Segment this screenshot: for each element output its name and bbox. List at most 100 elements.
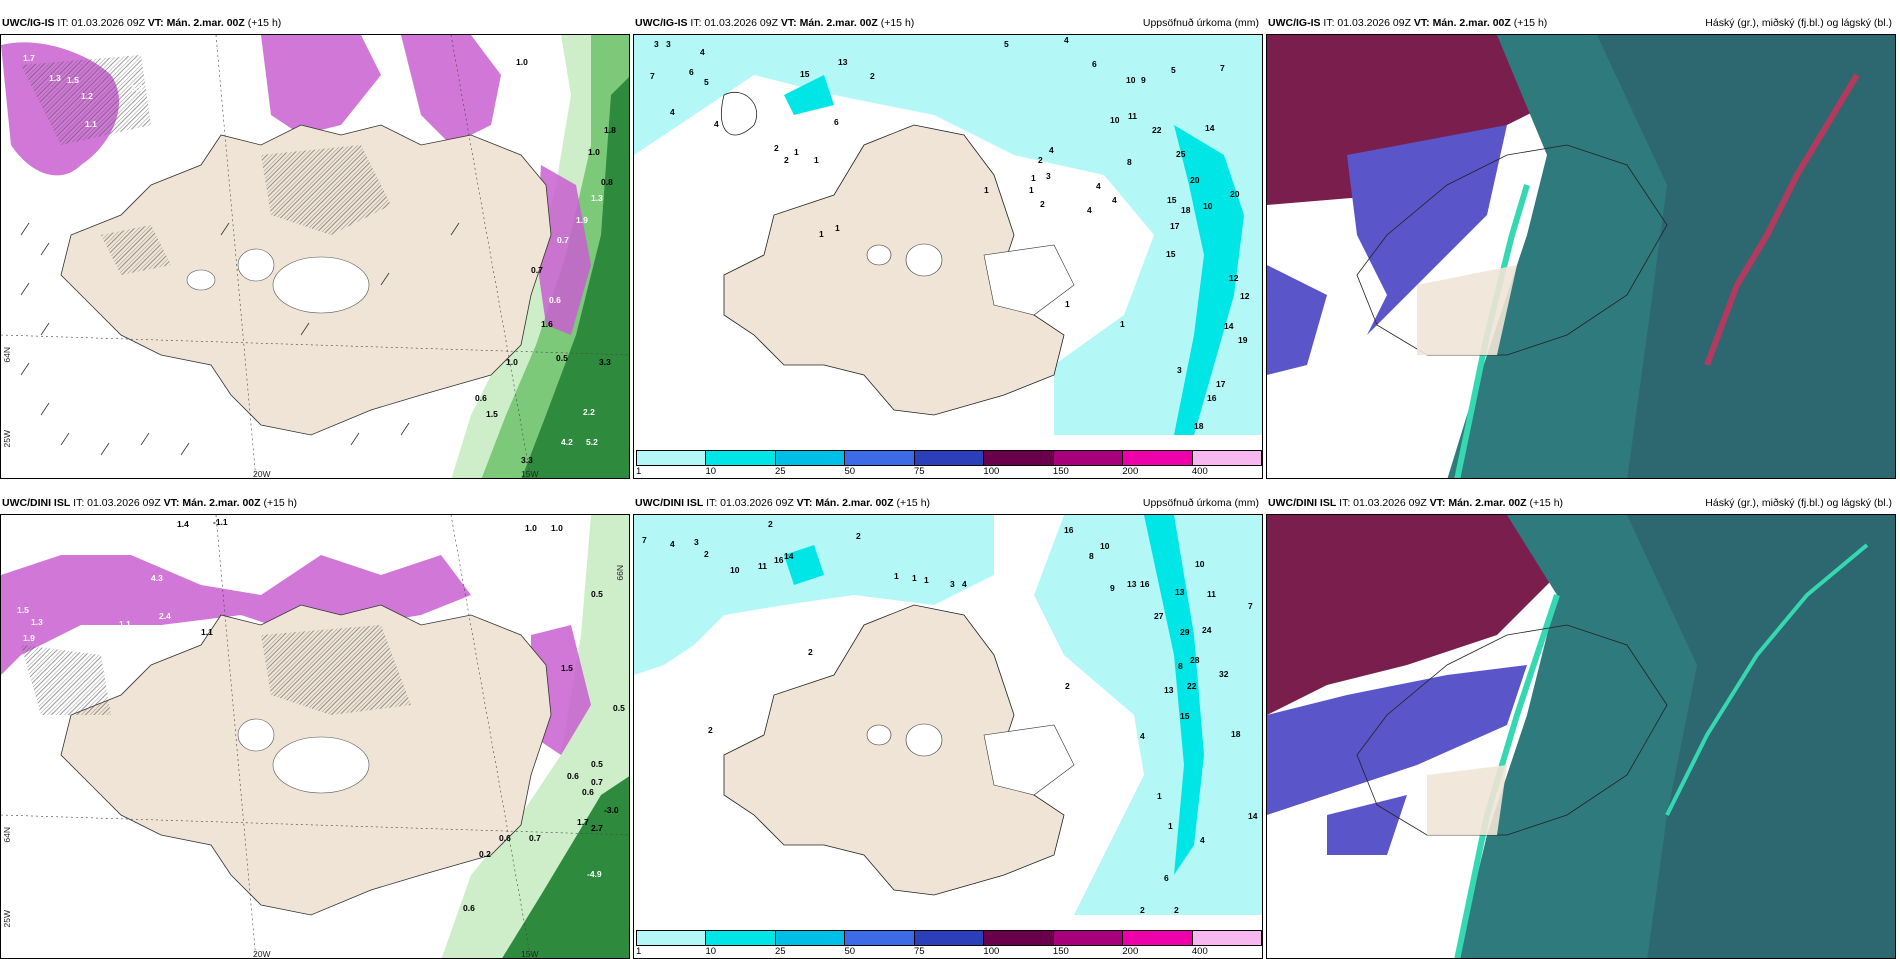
value-label: 1.2 [81, 91, 93, 101]
value-label: 5.2 [586, 437, 598, 447]
value-label: 1.0 [496, 45, 508, 55]
value-label: 0.5 [109, 177, 121, 187]
precip-value: 2 [856, 531, 861, 541]
precip-value: 20 [1230, 189, 1240, 199]
init-time: IT: 01.03.2026 09Z [57, 17, 145, 29]
precip-value: 19 [1238, 335, 1248, 345]
panel-dini-precipitation: UWC/DINI ISL IT: 01.03.2026 09Z VT: Mán.… [633, 494, 1263, 959]
precip-value: 24 [1202, 625, 1212, 635]
map-area [1266, 34, 1896, 479]
precip-value: 1 [1031, 173, 1036, 183]
precip-value: 3 [666, 39, 671, 49]
value-label: 0.6 [567, 771, 579, 781]
longitude-label: 20W [253, 469, 271, 479]
precip-value: 10 [1126, 75, 1136, 85]
precip-value: 3 [1177, 365, 1182, 375]
panel-ig-clouds: UWC/IG-IS IT: 01.03.2026 09Z VT: Mán. 2.… [1266, 14, 1896, 479]
precip-value: 9 [1141, 75, 1146, 85]
value-label: 1.7 [577, 817, 589, 827]
model-name: UWC/IG-IS [1268, 17, 1321, 29]
precip-value: 18 [1194, 421, 1204, 431]
value-label: 1.3 [31, 617, 43, 627]
lead-time: (+15 h) [247, 17, 282, 29]
longitude-label: 25W [2, 430, 12, 448]
colorbar-tick: 25 [774, 466, 786, 477]
precip-value: 1 [1065, 299, 1070, 309]
value-label: 1.1 [201, 627, 213, 637]
value-label: 1.1 [119, 619, 131, 629]
value-label: 0.6 [499, 833, 511, 843]
colorbar-tick: 200 [1122, 946, 1139, 957]
colorbar-tick: 10 [705, 466, 717, 477]
value-label: 0.5 [613, 703, 625, 713]
colorbar-cell [984, 451, 1054, 465]
colorbar-tick: 75 [913, 466, 925, 477]
lead-time: (+15 h) [1513, 17, 1548, 29]
precip-value: 16 [1140, 579, 1150, 589]
colorbar-cell [1053, 931, 1124, 945]
value-label: 0.5 [556, 353, 568, 363]
vt-label: VT: [147, 17, 164, 29]
precip-value: 6 [689, 67, 694, 77]
value-label: 0.7 [531, 265, 543, 275]
value-label: 1.5 [173, 77, 185, 87]
precip-value: 14 [784, 551, 794, 561]
precip-value: 1 [912, 573, 917, 583]
colorbar-tick: 50 [844, 466, 856, 477]
colorbar-cell [1123, 931, 1193, 945]
precip-value: 2 [808, 647, 813, 657]
vt-label: VT: [796, 497, 813, 509]
lead-time: (+15 h) [896, 497, 931, 509]
longitude-label: 15W [521, 469, 539, 479]
value-label: 1.9 [23, 633, 35, 643]
valid-time: Mán. 2.mar. 00Z [1432, 17, 1511, 29]
init-time: IT: 01.03.2026 09Z [73, 497, 161, 509]
precip-value: 2 [1140, 905, 1145, 915]
value-label: 1.0 [516, 57, 528, 67]
colorbar-tick: 400 [1191, 946, 1208, 957]
value-label: 1.5 [486, 409, 498, 419]
value-label: 0.2 [479, 849, 491, 859]
panel-dini-clouds: UWC/DINI ISL IT: 01.03.2026 09Z VT: Mán.… [1266, 494, 1896, 959]
value-label: 0.7 [529, 833, 541, 843]
colorbar-cell [775, 451, 846, 465]
precip-value: 16 [1207, 393, 1217, 403]
init-time: IT: 01.03.2026 09Z [1339, 497, 1427, 509]
colorbar: 1 10 25 50 75 100 150 200 400 [634, 930, 1262, 958]
precip-value: 2 [1174, 905, 1179, 915]
colorbar-cells [636, 930, 1262, 946]
precip-value: 2 [870, 71, 875, 81]
valid-time: Mán. 2.mar. 00Z [166, 17, 245, 29]
precip-value: 10 [1110, 115, 1120, 125]
colorbar-tick: 10 [705, 946, 717, 957]
colorbar-tick: 1 [636, 946, 642, 957]
colorbar-cell [775, 931, 846, 945]
value-label: 1.4 [177, 519, 189, 529]
precip-value: 11 [758, 561, 767, 571]
precip-value: 4 [714, 119, 719, 129]
precip-value: 10 [1100, 541, 1110, 551]
map-area: 1.7 1.3 1.5 1.2 3.9 4.0 1.1 0.5 1.0 1.8 … [0, 34, 630, 479]
precip-value: 8 [1089, 551, 1094, 561]
precip-value: 17 [1216, 379, 1226, 389]
colorbar-cell [1192, 451, 1261, 465]
colorbar-tick: 25 [774, 946, 786, 957]
precip-value: 5 [704, 77, 709, 87]
precip-value: 4 [670, 539, 675, 549]
precip-value: 2 [1040, 199, 1045, 209]
precip-value: 4 [1200, 835, 1205, 845]
value-label: 0.6 [463, 903, 475, 913]
panel-header: UWC/IG-IS IT: 01.03.2026 09Z VT: Mán. 2.… [633, 14, 1263, 32]
colorbar-tick: 150 [1052, 946, 1069, 957]
precip-value: 1 [814, 155, 819, 165]
value-label: 0.7 [557, 235, 569, 245]
precip-value: 12 [1229, 273, 1239, 283]
precip-value: 28 [1190, 655, 1200, 665]
precip-value: 6 [1092, 59, 1097, 69]
precip-value: 18 [1231, 729, 1241, 739]
latitude-label: 66N [615, 565, 625, 581]
colorbar-cell [845, 931, 915, 945]
value-label: 1.0 [588, 147, 600, 157]
panel-dini-temperature: UWC/DINI ISL IT: 01.03.2026 09Z VT: Mán.… [0, 494, 630, 959]
value-label: 1.6 [541, 319, 553, 329]
